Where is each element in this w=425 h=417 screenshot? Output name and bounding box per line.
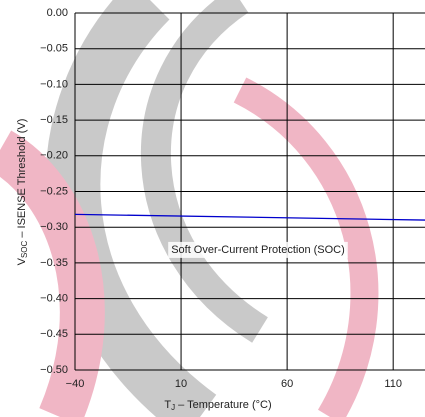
y-tick-label: −0.25	[40, 185, 68, 197]
y-tick-label: 0.00	[47, 7, 68, 19]
annotation-bg	[168, 241, 348, 258]
x-label-rest: – Temperature (°C)	[175, 399, 272, 411]
y-tick-label: −0.50	[40, 364, 68, 376]
y-tick-label: −0.30	[40, 221, 68, 233]
y-tick-label: −0.20	[40, 150, 68, 162]
watermark-gray	[45, 0, 217, 417]
y-label-main: V	[16, 257, 28, 265]
y-tick-label: −0.15	[40, 114, 68, 126]
x-label-main: T	[164, 399, 171, 411]
series-line	[74, 213, 425, 221]
annotation-text: Soft Over-Current Protection (SOC)	[171, 244, 345, 256]
y-label-sub: SOC	[20, 240, 29, 258]
y-tick-label: −0.35	[40, 257, 68, 269]
x-tick-label: 60	[281, 378, 293, 390]
y-tick-label: −0.05	[40, 43, 68, 55]
x-label-sub: J	[171, 403, 175, 412]
x-tick-label: 110	[384, 378, 402, 390]
x-tick-label: 10	[175, 378, 187, 390]
watermark	[0, 0, 379, 417]
y-axis-label: VSOC – ISENSE Threshold (V)	[16, 119, 29, 266]
watermark-gray	[141, 0, 269, 343]
annotation: Soft Over-Current Protection (SOC)	[168, 241, 348, 258]
x-tick-label: −40	[66, 378, 85, 390]
y-label-rest: – ISENSE Threshold (V)	[16, 119, 28, 241]
watermark-pink	[233, 77, 379, 417]
y-tick-label: −0.10	[40, 78, 68, 90]
x-axis-label: TJ – Temperature (°C)	[164, 399, 271, 412]
y-tick-label: −0.45	[40, 328, 68, 340]
y-tick-label: −0.40	[40, 293, 68, 305]
